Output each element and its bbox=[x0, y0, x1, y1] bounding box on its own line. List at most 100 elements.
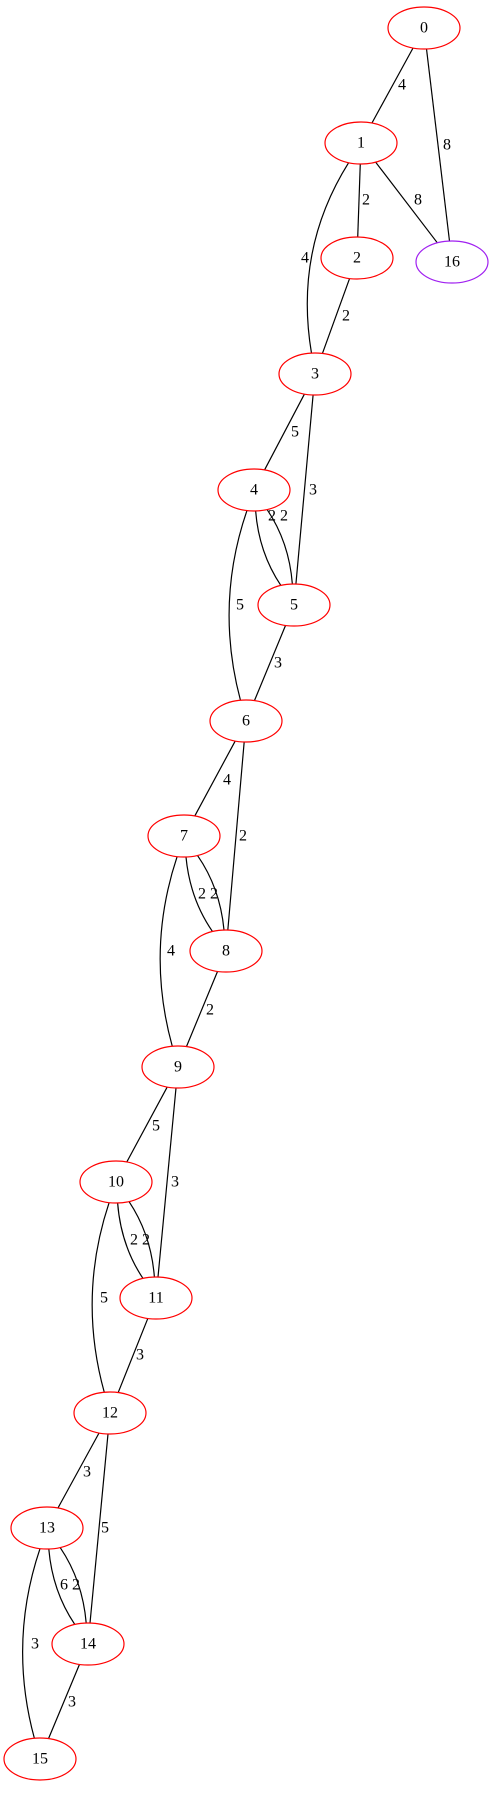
node-ellipse bbox=[415, 240, 489, 284]
node-ellipse bbox=[3, 1737, 77, 1781]
edge-weight-label: 2 bbox=[142, 1232, 150, 1249]
edge-3-4: 5 bbox=[264, 393, 305, 471]
edge-weight-label: 3 bbox=[68, 1694, 76, 1711]
node-label: 9 bbox=[174, 1059, 182, 1076]
node-ellipse bbox=[189, 929, 263, 973]
edge-weight-label: 6 bbox=[60, 1577, 68, 1594]
node-ellipse bbox=[79, 1160, 153, 1204]
edge-1-2: 2 bbox=[357, 163, 370, 238]
edge-10-11: 2 bbox=[117, 1202, 150, 1279]
edge-weight-label: 5 bbox=[100, 1290, 108, 1307]
node-5: 5 bbox=[257, 583, 331, 627]
edge-3-5: 3 bbox=[295, 394, 317, 585]
edge-9-10: 5 bbox=[126, 1086, 168, 1163]
edge-6-7: 4 bbox=[194, 740, 236, 817]
edge-weight-label: 2 bbox=[210, 886, 218, 903]
edge-line bbox=[228, 510, 248, 701]
edge-weight-label: 4 bbox=[223, 772, 231, 789]
edge-line bbox=[89, 1433, 109, 1624]
node-label: 11 bbox=[148, 1290, 163, 1307]
edge-9-11: 3 bbox=[157, 1087, 179, 1278]
node-label: 1 bbox=[357, 135, 365, 152]
edge-weight-label: 4 bbox=[167, 943, 175, 960]
edge-7-8: 2 bbox=[185, 856, 218, 932]
edge-line bbox=[371, 47, 414, 124]
node-0: 0 bbox=[387, 6, 461, 50]
node-ellipse bbox=[119, 1276, 193, 1320]
edge-4-5: 2 bbox=[266, 508, 293, 585]
edge-line bbox=[255, 510, 282, 586]
edge-line bbox=[253, 625, 287, 701]
edge-1-16: 8 bbox=[375, 161, 438, 244]
edge-line bbox=[117, 1202, 144, 1279]
node-label: 12 bbox=[102, 1405, 118, 1422]
edge-line bbox=[159, 856, 178, 1047]
edge-line bbox=[357, 163, 361, 238]
edge-line bbox=[185, 856, 214, 932]
node-ellipse bbox=[278, 352, 352, 396]
node-label: 10 bbox=[108, 1174, 124, 1191]
node-label: 6 bbox=[242, 713, 250, 730]
edge-8-9: 2 bbox=[185, 971, 219, 1047]
node-2: 2 bbox=[320, 236, 394, 280]
edge-weight-label: 2 bbox=[198, 886, 206, 903]
edge-weight-label: 2 bbox=[342, 308, 350, 325]
node-15: 15 bbox=[3, 1737, 77, 1781]
edge-13-14: 6 bbox=[59, 1547, 87, 1624]
node-12: 12 bbox=[73, 1391, 147, 1435]
node-ellipse bbox=[217, 468, 291, 512]
edge-weight-label: 2 bbox=[72, 1577, 80, 1594]
node-ellipse bbox=[73, 1391, 147, 1435]
edge-weight-label: 2 bbox=[130, 1232, 138, 1249]
edge-2-3: 2 bbox=[321, 278, 351, 354]
edge-10-12: 5 bbox=[91, 1202, 110, 1393]
node-11: 11 bbox=[119, 1276, 193, 1320]
node-3: 3 bbox=[278, 352, 352, 396]
node-13: 13 bbox=[10, 1506, 84, 1550]
edge-line bbox=[266, 509, 293, 585]
node-16: 16 bbox=[415, 240, 489, 284]
node-label: 0 bbox=[420, 20, 428, 37]
node-1: 1 bbox=[324, 121, 398, 165]
edge-weight-label: 2 bbox=[268, 508, 276, 525]
node-label: 15 bbox=[32, 1751, 48, 1768]
edge-12-14: 5 bbox=[89, 1433, 109, 1624]
edge-13-15: 3 bbox=[22, 1548, 41, 1739]
edge-weight-label: 3 bbox=[309, 482, 317, 499]
edge-line bbox=[306, 162, 350, 354]
edge-weight-label: 2 bbox=[239, 828, 247, 845]
edge-weight-label: 3 bbox=[83, 1464, 91, 1481]
node-14: 14 bbox=[51, 1622, 125, 1666]
edge-line bbox=[375, 161, 438, 244]
node-label: 8 bbox=[222, 943, 230, 960]
node-ellipse bbox=[141, 1045, 215, 1089]
edge-1-3: 4 bbox=[301, 162, 350, 354]
node-10: 10 bbox=[79, 1160, 153, 1204]
edge-weight-label: 4 bbox=[301, 250, 309, 267]
edge-weight-label: 5 bbox=[236, 597, 244, 614]
edge-line bbox=[196, 855, 225, 931]
node-ellipse bbox=[257, 583, 331, 627]
node-ellipse bbox=[51, 1622, 125, 1666]
edge-line bbox=[22, 1548, 41, 1739]
node-ellipse bbox=[209, 699, 283, 743]
edge-line bbox=[47, 1664, 81, 1739]
edge-weight-label: 3 bbox=[171, 1174, 179, 1191]
edge-14-15: 3 bbox=[47, 1664, 81, 1739]
node-ellipse bbox=[324, 121, 398, 165]
edge-7-8: 2 bbox=[196, 855, 225, 931]
edge-0-16: 8 bbox=[425, 48, 451, 242]
edge-line bbox=[264, 393, 305, 471]
edge-line bbox=[117, 1318, 149, 1393]
node-label: 16 bbox=[444, 254, 460, 271]
node-9: 9 bbox=[141, 1045, 215, 1089]
edge-line bbox=[48, 1548, 76, 1625]
node-6: 6 bbox=[209, 699, 283, 743]
edge-weight-label: 3 bbox=[274, 655, 282, 672]
edge-weight-label: 8 bbox=[443, 137, 451, 154]
edge-weight-label: 2 bbox=[362, 192, 370, 209]
node-label: 3 bbox=[311, 366, 319, 383]
edge-weight-label: 5 bbox=[291, 424, 299, 441]
